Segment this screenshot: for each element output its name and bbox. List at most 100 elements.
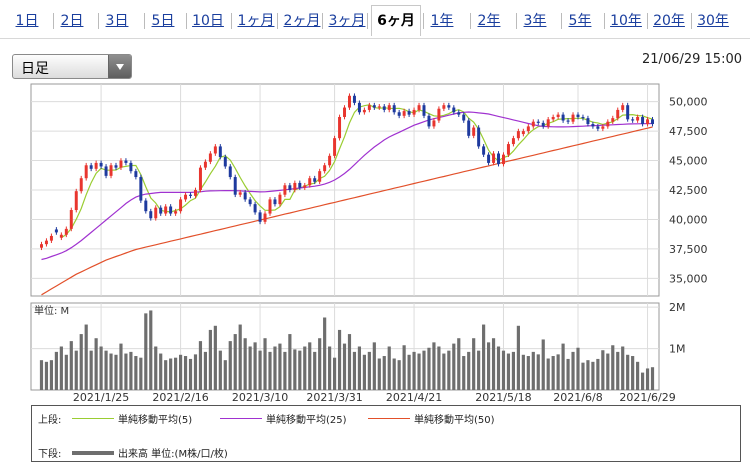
candle-body — [646, 119, 650, 125]
volume-bar — [447, 350, 451, 390]
candle-body — [362, 109, 366, 113]
tab-2[interactable]: 2日 — [60, 13, 84, 29]
candle-body — [44, 240, 48, 245]
volume-bar — [109, 353, 113, 390]
volume-bar — [347, 334, 352, 390]
x-tick-label-4: 2021/3/31 — [306, 391, 362, 404]
legend-lower-label: 下段: — [38, 449, 62, 460]
chart-legend: 上段: 単純移動平均(5) 単純移動平均(25) 単純移動平均(50) 下段: … — [31, 405, 741, 462]
tab-6[interactable]: 1ヶ月 — [237, 13, 275, 29]
volume-bar — [188, 358, 193, 390]
volume-bar — [328, 346, 332, 390]
chevron-down-icon[interactable] — [108, 55, 131, 78]
candle-body — [303, 185, 307, 188]
candle-period-select[interactable]: 日足 — [12, 54, 132, 79]
volume-bar — [44, 361, 49, 390]
tab-13[interactable]: 5年 — [568, 13, 592, 29]
tab-10[interactable]: 1年 — [430, 13, 454, 29]
candle-body — [462, 114, 466, 121]
price-tick-label-5: 45,000 — [669, 155, 708, 168]
tab-separator — [423, 13, 424, 29]
candle-body — [377, 106, 381, 108]
candle-body — [516, 131, 520, 139]
candle-body — [631, 119, 635, 121]
volume-bar — [253, 342, 257, 390]
volume-tick-label-1: 1M — [669, 343, 686, 356]
candle-body — [119, 160, 123, 168]
ma25-line — [41, 111, 653, 261]
candle-body — [477, 127, 481, 147]
tab-3[interactable]: 3日 — [105, 13, 129, 29]
volume-bar — [183, 356, 188, 390]
volume-bar — [402, 345, 406, 390]
volume-bar — [59, 346, 63, 390]
volume-bar — [318, 338, 322, 390]
tab-7[interactable]: 2ヶ月 — [283, 13, 321, 29]
candle-body — [179, 199, 183, 212]
volume-bar — [149, 310, 153, 390]
candle-body — [253, 204, 257, 213]
ma50-swatch — [368, 418, 410, 419]
candle-body — [586, 118, 590, 125]
volume-bar — [298, 350, 302, 390]
volume-bar — [457, 338, 461, 390]
ma50-line — [41, 126, 653, 296]
candle-body — [333, 138, 337, 156]
tab-separator — [322, 13, 323, 29]
tab-11[interactable]: 2年 — [477, 13, 501, 29]
candle-body — [576, 114, 580, 117]
candle-body — [556, 114, 560, 117]
volume-swatch — [72, 451, 114, 455]
volume-bar — [283, 351, 287, 390]
candle-body — [79, 178, 83, 192]
candle-body — [293, 182, 297, 190]
volume-bar — [357, 346, 362, 390]
volume-bar — [263, 338, 267, 390]
volume-bar — [99, 346, 103, 390]
candle-body — [651, 119, 655, 125]
tab-separator — [98, 13, 99, 29]
x-tick-label-6: 2021/5/18 — [475, 391, 531, 404]
tab-16[interactable]: 30年 — [697, 13, 729, 29]
tab-5[interactable]: 10日 — [192, 13, 224, 29]
volume-bar — [636, 361, 640, 390]
volume-bar — [536, 354, 540, 390]
volume-bar — [134, 356, 138, 390]
volume-bar — [39, 360, 44, 390]
volume-bar — [94, 338, 98, 390]
tab-15[interactable]: 20年 — [653, 13, 685, 29]
volume-bar — [616, 351, 620, 390]
legend-upper-label: 上段: — [38, 415, 62, 426]
volume-bar — [104, 350, 108, 390]
volume-bar — [437, 346, 441, 390]
volume-bar — [377, 358, 381, 390]
tab-1[interactable]: 1日 — [15, 13, 39, 29]
tab-9[interactable]: 6ヶ月 — [371, 5, 421, 36]
legend-ma50: 単純移動平均(50) — [414, 415, 495, 426]
price-tick-label-2: 37,500 — [669, 243, 708, 256]
candle-body — [154, 207, 158, 219]
volume-bar — [84, 324, 88, 390]
tab-12[interactable]: 3年 — [523, 13, 547, 29]
candle-body — [526, 126, 530, 132]
volume-bar — [144, 313, 148, 390]
volume-bar — [342, 343, 347, 390]
tab-14[interactable]: 10年 — [610, 13, 642, 29]
tab-4[interactable]: 5日 — [151, 13, 175, 29]
candle-body — [596, 126, 600, 129]
volume-bar — [586, 360, 590, 390]
volume-bar — [506, 353, 511, 390]
candle-body — [109, 165, 113, 176]
volume-bar — [243, 338, 247, 390]
volume-bar — [69, 341, 73, 390]
volume-bar — [392, 358, 396, 390]
candle-body — [422, 105, 426, 116]
candle-body — [506, 144, 510, 155]
volume-bar — [352, 351, 357, 390]
candle-body — [288, 185, 292, 190]
volume-bar — [54, 351, 58, 390]
tab-8[interactable]: 3ヶ月 — [328, 13, 366, 29]
legend-ma25: 単純移動平均(25) — [266, 415, 347, 426]
volume-bar — [491, 338, 496, 390]
candle-body — [402, 111, 406, 116]
